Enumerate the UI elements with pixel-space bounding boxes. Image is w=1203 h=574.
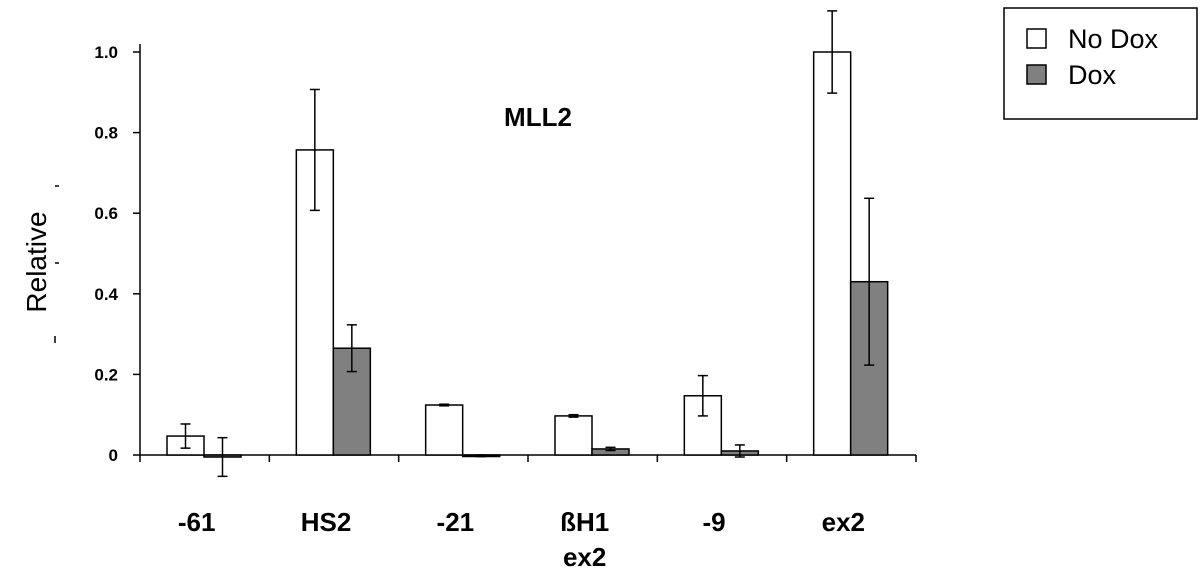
y-tick-label: 0.8 bbox=[94, 124, 118, 143]
bar bbox=[554, 415, 593, 456]
chart-title: MLL2 bbox=[504, 102, 572, 132]
bar bbox=[424, 404, 464, 456]
x-category-label: -61 bbox=[178, 507, 216, 537]
error-bars bbox=[180, 10, 875, 478]
y-tick-label: 1.0 bbox=[94, 43, 118, 62]
legend-swatch bbox=[1026, 28, 1047, 49]
x-category-label: HS2 bbox=[301, 507, 352, 537]
labels: 0 0.2 0.4 0.6 0.8 1.0 -61 HS2 -21 ßH1 ex2 -9 ex2 bbox=[94, 43, 865, 572]
legend-swatch bbox=[1026, 64, 1047, 85]
bars bbox=[166, 51, 889, 458]
legend-box bbox=[1003, 7, 1198, 120]
legend: No Dox Dox bbox=[1003, 7, 1198, 120]
legend-label: Dox bbox=[1068, 60, 1117, 90]
y-tick-label: 0.6 bbox=[94, 204, 118, 223]
bar bbox=[812, 51, 852, 456]
x-category-sublabel: ex2 bbox=[563, 542, 606, 572]
y-axis-label: Relative bbox=[21, 211, 52, 312]
x-category-label: -9 bbox=[702, 507, 725, 537]
x-category-label: ßH1 bbox=[560, 507, 609, 537]
legend-label: No Dox bbox=[1068, 24, 1159, 54]
axes bbox=[54, 44, 917, 462]
x-category-label: ex2 bbox=[822, 507, 865, 537]
y-tick-label: 0 bbox=[109, 446, 118, 465]
x-category-label: -21 bbox=[437, 507, 475, 537]
y-tick-label: 0.4 bbox=[94, 285, 118, 304]
y-tick-label: 0.2 bbox=[94, 365, 118, 384]
